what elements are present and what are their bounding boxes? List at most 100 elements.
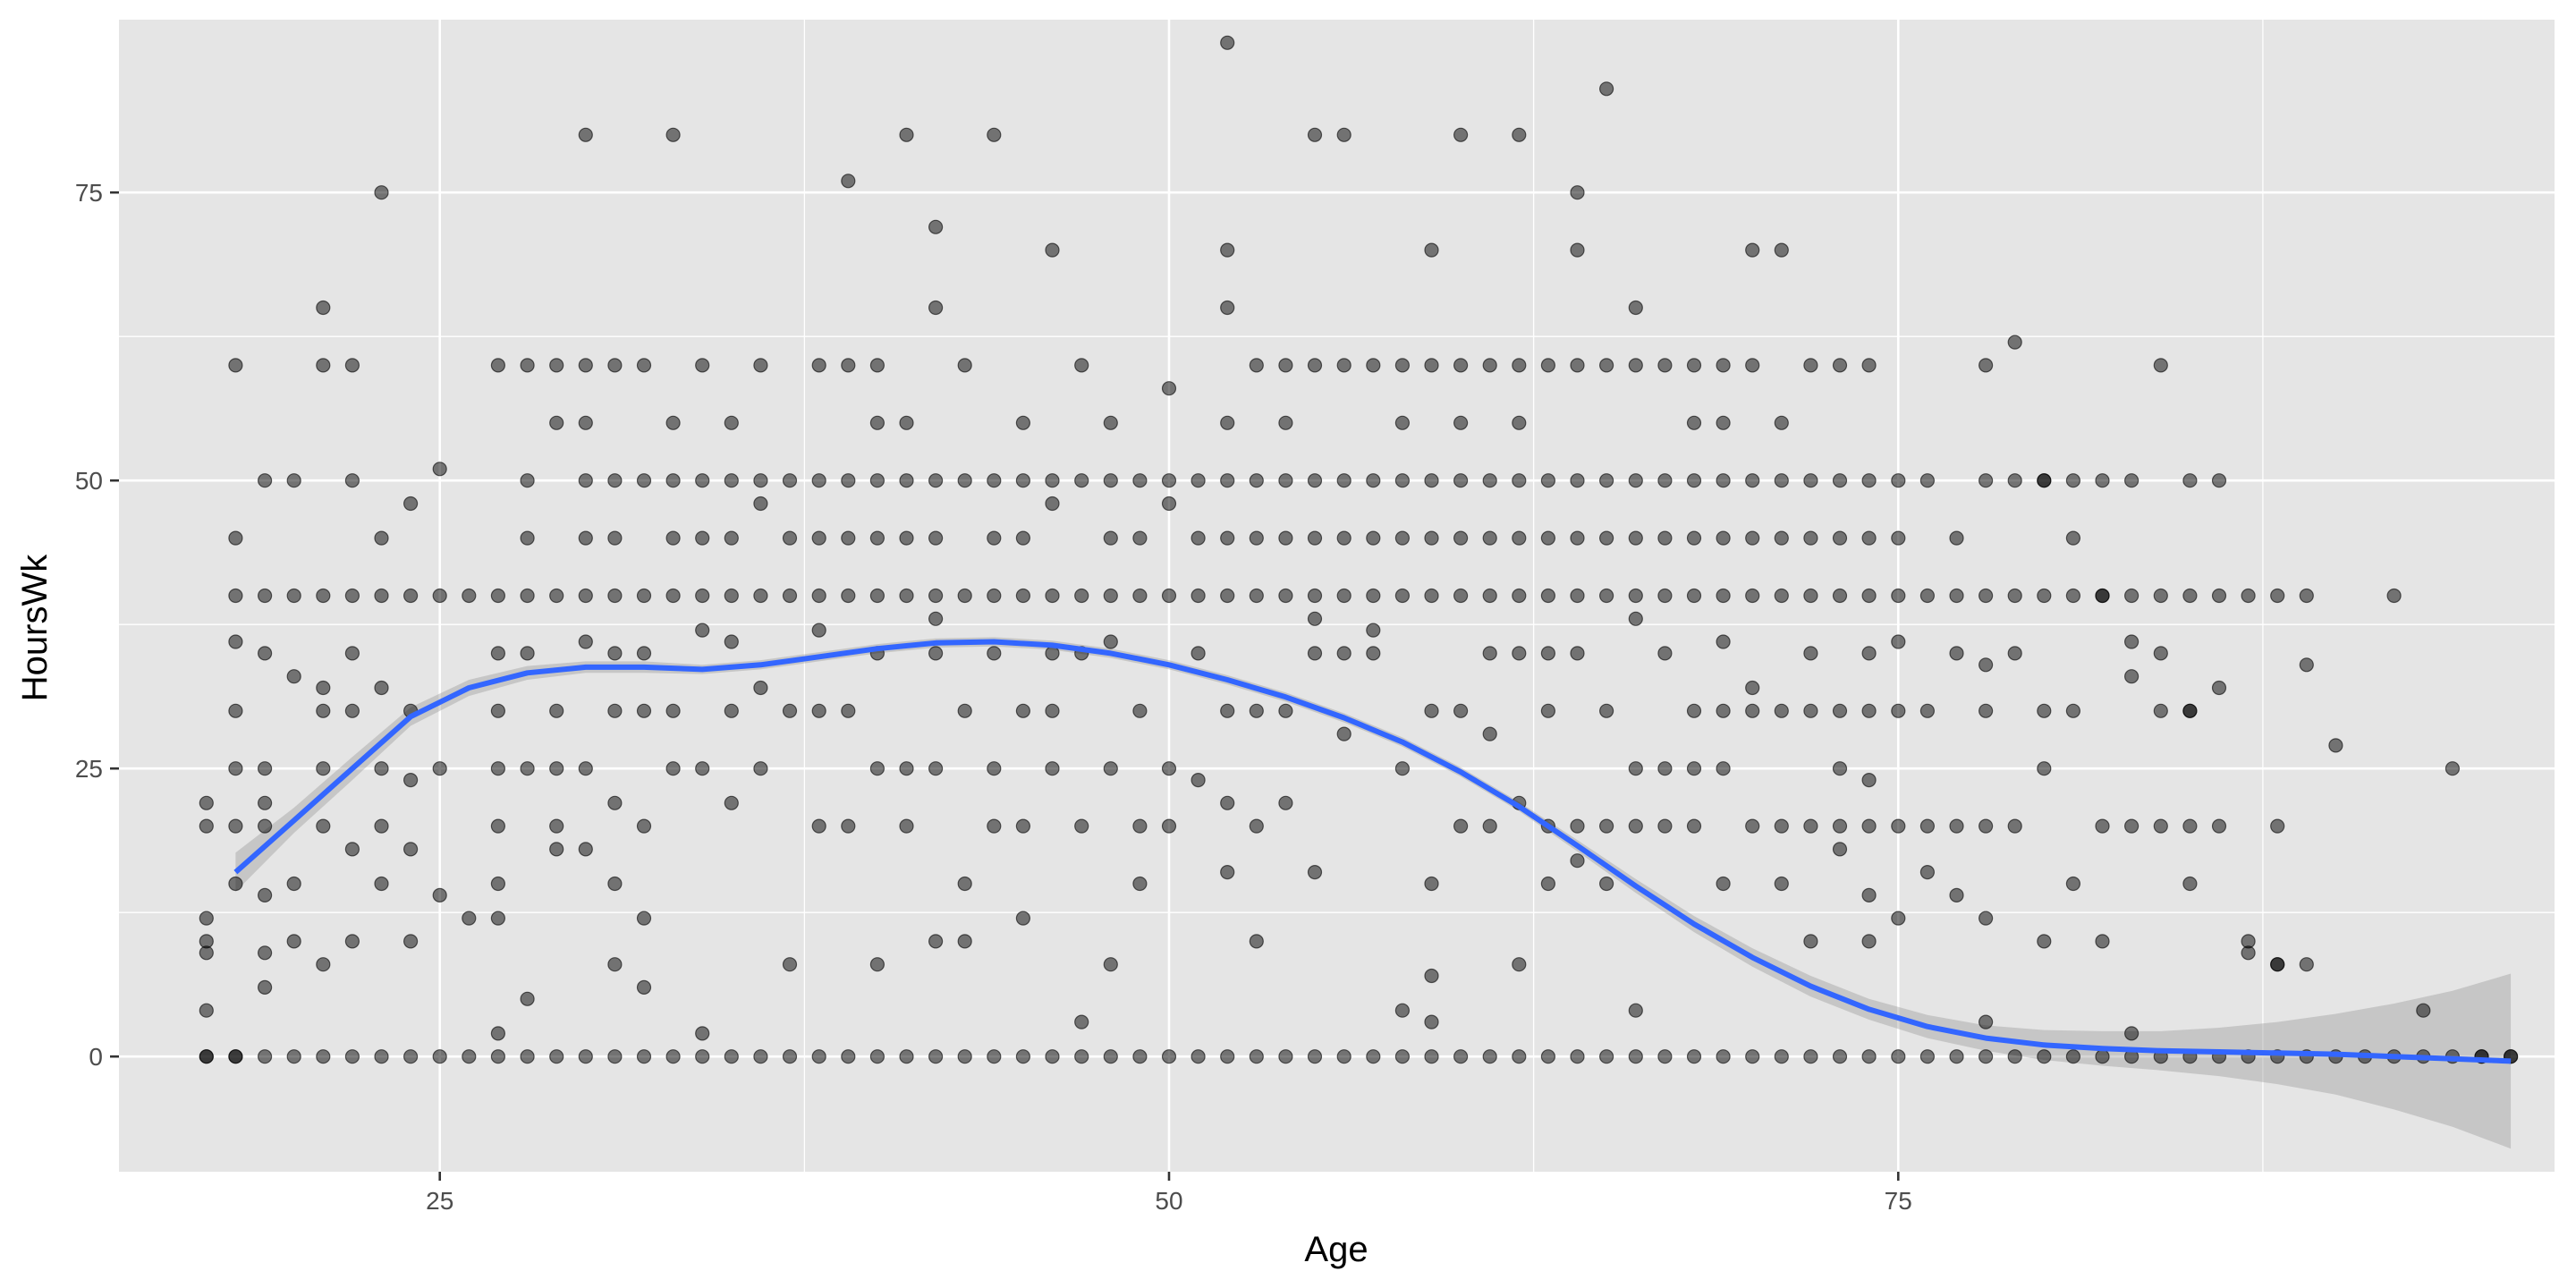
data-point [1628,761,1643,776]
data-point [1424,703,1439,718]
data-point [1774,818,1789,834]
data-point [1861,703,1877,718]
data-point [1861,588,1877,604]
data-point [1657,473,1673,488]
data-point [228,818,243,834]
data-point [1540,876,1556,892]
data-point [1598,530,1614,546]
data-point [1132,588,1148,604]
data-point [753,473,768,488]
data-point [1336,530,1352,546]
data-point [1307,1049,1323,1064]
data-point [2270,588,2285,604]
data-point [1745,703,1760,718]
data-point [928,1049,944,1064]
data-point [1686,703,1702,718]
data-point [1453,1049,1469,1064]
data-point [1307,864,1323,880]
data-point [1394,1003,1411,1018]
x-tick-label: 25 [426,1187,453,1215]
data-point [811,623,826,638]
data-point [344,842,360,857]
data-point [695,761,710,776]
data-point [1249,530,1264,546]
data-point [1628,1003,1643,1018]
data-point [228,358,243,373]
data-point [316,680,331,696]
data-point [2211,588,2227,604]
data-point [1598,703,1614,718]
data-point [2241,945,2256,961]
data-point [2095,934,2110,949]
data-point [724,795,739,810]
data-point [549,703,564,718]
data-point [1045,473,1060,488]
data-point [753,496,768,512]
data-point [1366,530,1381,546]
data-point [607,1049,623,1064]
data-point [1336,726,1352,741]
data-point [1891,818,1906,834]
data-point [1745,242,1760,258]
data-point [1774,242,1789,258]
data-point [1979,1049,1994,1064]
data-point [462,911,477,926]
data-point [1103,588,1118,604]
data-point [228,634,243,649]
data-point [344,934,360,949]
data-point [607,795,623,810]
data-point [1745,473,1760,488]
data-point [987,1049,1002,1064]
data-point [1891,703,1906,718]
data-point [1366,646,1381,661]
data-point [1979,473,1994,488]
data-point [1745,588,1760,604]
data-point [549,1049,564,1064]
smooth-line [233,639,2512,1064]
data-point [1949,887,1964,903]
data-point [1919,818,1935,834]
data-point [1891,634,1906,649]
data-point [899,530,914,546]
data-point [2299,588,2314,604]
data-point [1424,1014,1439,1030]
data-point [1307,530,1323,546]
data-point [869,957,886,972]
data-point [1015,1049,1031,1064]
data-point [1278,1049,1293,1064]
data-point [228,1049,243,1064]
data-point [636,588,652,604]
data-point [1979,588,1994,604]
data-point [2211,680,2227,696]
data-point [1512,588,1527,604]
data-point [665,588,681,604]
data-point [1979,657,1994,673]
data-point [724,588,739,604]
data-point [374,588,389,604]
data-point [578,473,593,488]
data-point [1220,415,1235,430]
data-point [578,634,593,649]
data-point [1861,646,1877,661]
data-point [811,473,826,488]
data-point [1598,473,1614,488]
data-point [578,415,593,430]
data-point [286,934,301,949]
data-point [1045,242,1060,258]
data-point [1424,242,1439,258]
data-point [462,1049,477,1064]
data-point [1394,761,1411,776]
data-point [899,588,914,604]
data-point [1103,957,1118,972]
data-point [811,530,826,546]
data-point [1249,1049,1264,1064]
data-point [1657,818,1673,834]
data-point [403,934,419,949]
data-point [549,415,564,430]
data-point [1015,818,1031,834]
data-point [1366,358,1381,373]
data-point [1745,358,1760,373]
data-point [258,945,273,961]
data-point [1161,1049,1177,1064]
data-point [490,1026,506,1041]
